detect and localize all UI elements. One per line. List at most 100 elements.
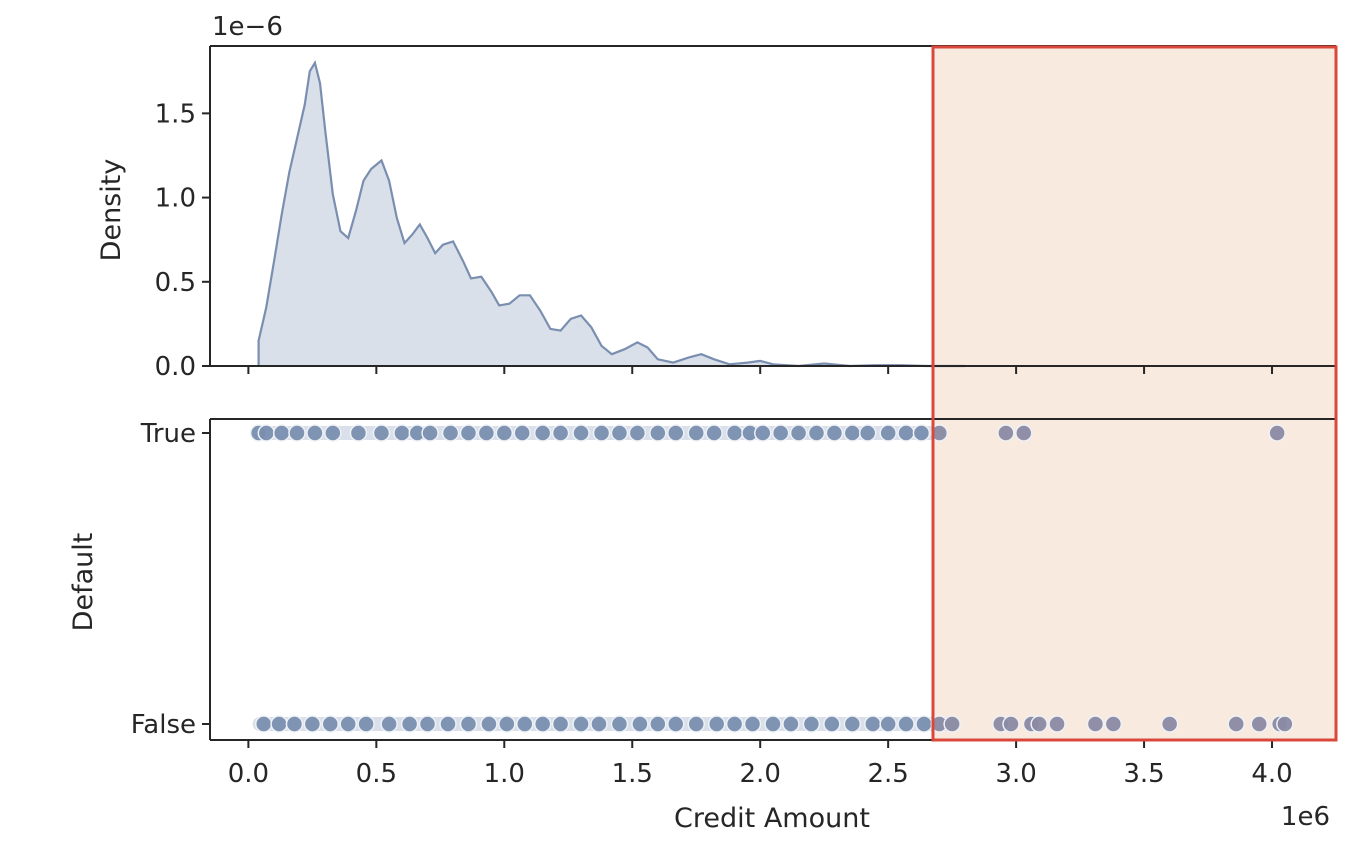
scatter-point-true <box>592 424 611 442</box>
scatter-point-true <box>372 424 391 442</box>
default-x-tick-label: 1.5 <box>612 759 653 789</box>
scatter-point-false <box>533 715 552 733</box>
scatter-point-true <box>306 424 324 442</box>
scatter-point-false <box>357 715 375 733</box>
density-offset-label: 1e−6 <box>212 12 283 42</box>
scatter-point-false <box>782 715 800 733</box>
default-x-tick-label: 0.5 <box>356 759 397 789</box>
default-y-tick-label: False <box>131 710 196 740</box>
scatter-point-true <box>825 424 844 442</box>
default-y-tick-label: True <box>140 419 196 449</box>
scatter-point-false <box>610 715 629 733</box>
scatter-point-true <box>705 424 723 442</box>
scatter-point-true <box>441 424 460 442</box>
scatter-point-true <box>349 424 368 442</box>
highlight-region-border <box>931 45 1338 742</box>
default-x-tick-label: 3.0 <box>995 759 1036 789</box>
density-x-ticks <box>247 366 1274 374</box>
scatter-point-false <box>1104 715 1123 733</box>
scatter-point-false <box>667 715 685 733</box>
scatter-point-true <box>897 424 915 442</box>
default-x-tick-label: 4.0 <box>1251 759 1292 789</box>
scatter-point-false <box>480 715 498 733</box>
scatter-point-true <box>324 424 342 442</box>
default-y-ticks: True False <box>131 419 210 740</box>
x-axis-title: Credit Amount <box>674 803 870 834</box>
scatter-point-true <box>513 424 531 442</box>
scatter-point-false <box>879 715 897 733</box>
scatter-point-false <box>1030 715 1048 733</box>
scatter-point-false <box>1227 715 1245 733</box>
scatter-point-false <box>743 715 762 733</box>
scatter-point-false <box>551 715 570 733</box>
x-offset-label: 1e6 <box>1281 802 1330 832</box>
scatter-point-true <box>725 424 744 442</box>
density-y-axis-title: Density <box>96 159 127 262</box>
scatter-point-false <box>843 715 862 733</box>
scatter-point-false <box>802 715 821 733</box>
density-area <box>258 62 965 367</box>
scatter-point-true <box>272 424 291 442</box>
density-y-tick-label: 0.5 <box>155 268 196 298</box>
scatter-point-false <box>418 715 437 733</box>
default-x-ticks: 0.0 0.5 1.0 1.5 2.0 2.5 3.0 3.5 4.0 <box>228 740 1293 789</box>
scatter-point-true <box>930 424 949 442</box>
default-panel: True False 0.0 0.5 1.0 1.5 2.0 2.5 3.0 3.5 4.0 De… <box>68 418 1336 834</box>
default-x-tick-label: 2.0 <box>740 759 781 789</box>
scatter-point-true <box>495 424 514 442</box>
density-line <box>257 59 965 368</box>
scatter-point-false <box>707 715 726 733</box>
scatter-point-false <box>339 715 357 733</box>
density-panel: 0.0 0.5 1.0 1.5 1e−6 Density <box>96 12 1336 382</box>
scatter-point-false <box>321 715 340 733</box>
scatter-point-false <box>915 715 933 733</box>
scatter-point-false <box>590 715 608 733</box>
scatter-point-true <box>257 424 276 442</box>
scatter-point-true <box>1268 424 1286 442</box>
scatter-point-false <box>270 715 288 733</box>
default-x-tick-label: 0.0 <box>228 759 269 789</box>
scatter-point-false <box>823 715 841 733</box>
scatter-point-false <box>303 715 322 733</box>
scatter-point-false <box>1002 715 1020 733</box>
scatter-point-false <box>943 715 961 733</box>
scatter-point-true <box>610 424 629 442</box>
scatter-point-true <box>533 424 552 442</box>
scatter-point-false <box>380 715 398 733</box>
scatter-point-true <box>667 424 685 442</box>
scatter-point-true <box>459 424 478 442</box>
default-x-tick-label: 3.5 <box>1123 759 1164 789</box>
scatter-point-true <box>912 424 931 442</box>
scatter-point-true <box>649 424 667 442</box>
scatter-point-false <box>631 715 649 733</box>
scatter-point-false <box>864 715 882 733</box>
scatter-point-true <box>477 424 496 442</box>
scatter-point-false <box>1160 715 1179 733</box>
scatter-point-true <box>789 424 808 442</box>
density-y-tick-label: 1.5 <box>155 99 196 129</box>
scatter-point-true <box>628 424 647 442</box>
scatter-point-true <box>997 424 1015 442</box>
scatter-point-true <box>551 424 570 442</box>
scatter-point-false <box>764 715 782 733</box>
scatter-point-false <box>254 715 273 733</box>
scatter-point-false <box>687 715 705 733</box>
scatter-point-true <box>421 424 439 442</box>
scatter-point-true <box>393 424 411 442</box>
scatter-point-true <box>1015 424 1033 442</box>
scatter-point-false <box>439 715 457 733</box>
density-y-ticks: 0.0 0.5 1.0 1.5 <box>155 99 210 382</box>
density-y-tick-label: 0.0 <box>155 352 196 382</box>
scatter-points <box>249 424 1294 733</box>
scatter-point-true <box>843 424 862 442</box>
scatter-point-false <box>1250 715 1268 733</box>
highlight-region-fill <box>933 47 1336 740</box>
scatter-point-false <box>1048 715 1066 733</box>
scatter-point-false <box>897 715 915 733</box>
scatter-point-false <box>725 715 744 733</box>
scatter-point-false <box>285 715 304 733</box>
scatter-point-false <box>649 715 667 733</box>
scatter-point-false <box>572 715 590 733</box>
scatter-point-false <box>400 715 419 733</box>
